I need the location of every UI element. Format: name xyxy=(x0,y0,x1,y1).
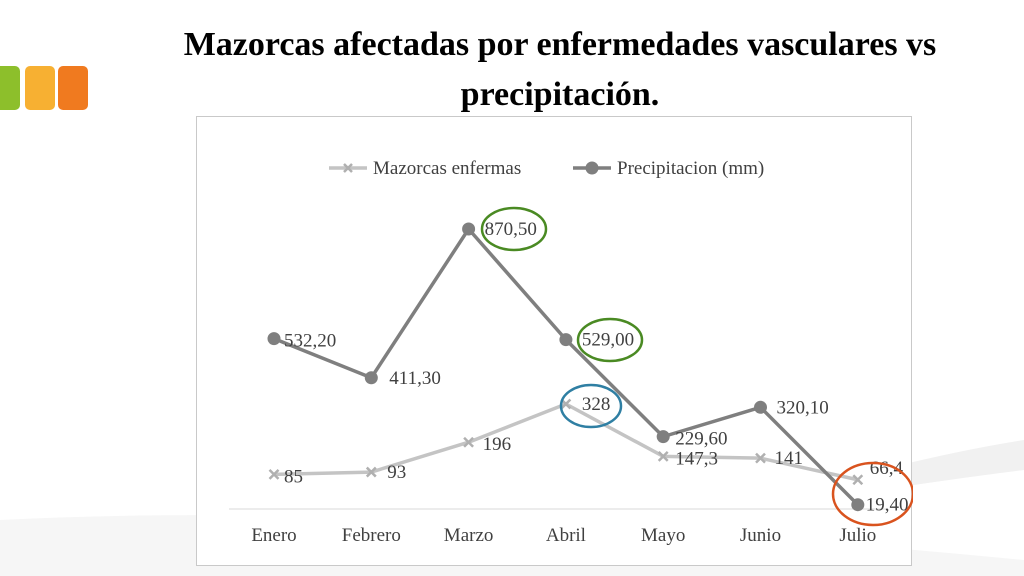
precipitacion-point-marker xyxy=(462,222,476,236)
mazorcas-point-marker xyxy=(852,474,864,486)
deco-square-green xyxy=(0,66,20,110)
mazorcas-point-marker xyxy=(365,466,377,478)
x-tick-label: Enero xyxy=(251,525,296,546)
precipitacion-point-marker xyxy=(559,333,573,347)
mazorcas-point-marker xyxy=(463,436,474,448)
highlight-ellipse-orange xyxy=(831,461,913,527)
precipitacion-data-label: 870,50 xyxy=(485,219,537,240)
deco-square-yellow xyxy=(25,66,55,110)
legend-mazorcas-label: Mazorcas enfermas xyxy=(373,158,521,179)
precipitacion-point-marker xyxy=(851,498,865,512)
slide-title-line-1: Mazorcas afectadas por enfermedades vasc… xyxy=(183,26,937,63)
line-chart: Enero Febrero Marzo Abril Mayo Junio Julio 85 93… xyxy=(229,158,913,546)
precipitacion-data-label: 532,20 xyxy=(284,331,336,352)
legend-precipitacion-marker xyxy=(585,161,599,175)
x-tick-label: Mayo xyxy=(641,525,685,546)
highlight-ellipse-blue xyxy=(559,383,623,429)
slide-title-line-2: precipitación. xyxy=(460,76,660,113)
x-tick-label: Junio xyxy=(740,525,781,546)
series-line-precipitacion xyxy=(273,227,860,506)
mazorcas-data-label: 328 xyxy=(582,394,611,415)
precipitacion-data-label: 411,30 xyxy=(389,368,441,389)
mazorcas-point-marker xyxy=(268,468,280,480)
precipitacion-data-label: 320,10 xyxy=(777,397,829,418)
precipitacion-data-label: 19,40 xyxy=(866,495,909,516)
legend-mazorcas-marker xyxy=(343,163,353,173)
precipitacion-data-label: 529,00 xyxy=(582,330,634,351)
x-tick-label: Febrero xyxy=(342,525,401,546)
chart-frame: Enero Febrero Marzo Abril Mayo Junio Julio 85 93… xyxy=(196,116,913,566)
mazorcas-point-marker xyxy=(755,452,766,464)
legend-precipitacion-label: Precipitacion (mm) xyxy=(617,158,764,179)
highlight-ellipse-green xyxy=(576,317,644,363)
mazorcas-data-label: 85 xyxy=(284,466,303,487)
highlight-ellipse-green xyxy=(480,206,548,252)
mazorcas-data-label: 196 xyxy=(483,434,512,455)
precipitacion-point-marker xyxy=(754,400,767,414)
precipitacion-point-marker xyxy=(267,332,281,346)
x-tick-label: Abril xyxy=(546,525,586,546)
mazorcas-data-label: 93 xyxy=(387,462,406,483)
precipitacion-point-marker xyxy=(364,371,378,385)
precipitacion-data-label: 229,60 xyxy=(675,429,727,450)
mazorcas-data-label: 147,3 xyxy=(675,448,718,469)
mazorcas-data-label: 141 xyxy=(775,448,804,469)
x-tick-label: Marzo xyxy=(444,525,494,546)
x-tick-label: Julio xyxy=(839,525,876,546)
precipitacion-point-marker xyxy=(656,430,670,444)
deco-square-orange xyxy=(58,66,88,110)
mazorcas-data-label: 66,4 xyxy=(870,458,904,479)
mazorcas-point-marker xyxy=(657,450,669,462)
